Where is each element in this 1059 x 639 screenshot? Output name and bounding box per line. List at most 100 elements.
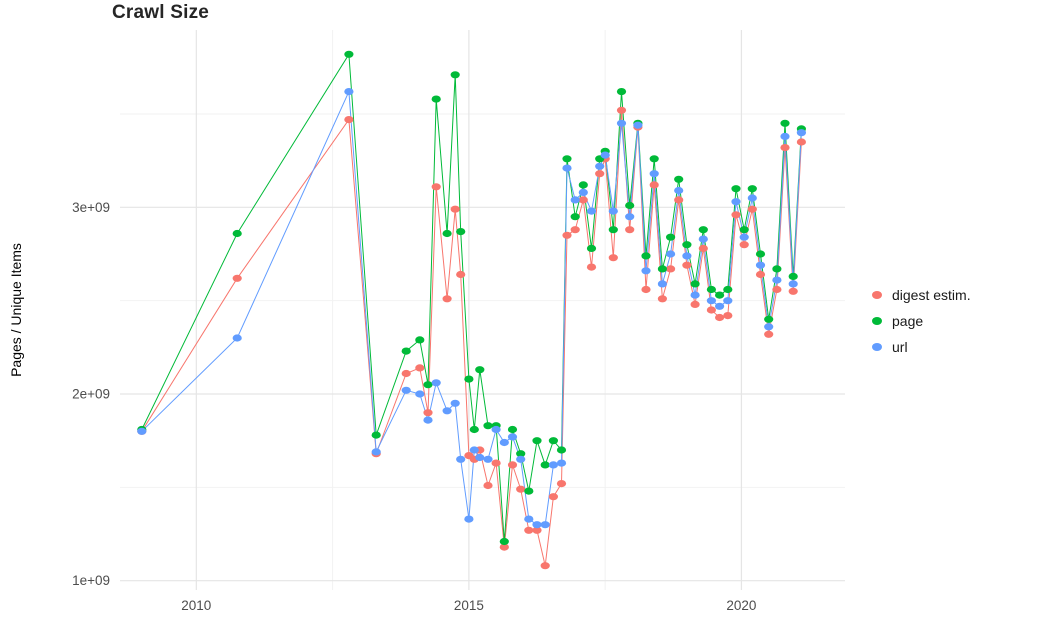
data-point xyxy=(747,205,757,213)
data-point xyxy=(371,448,381,456)
data-point xyxy=(796,138,807,146)
data-point xyxy=(649,170,659,178)
data-point xyxy=(690,280,700,288)
data-point xyxy=(698,226,708,234)
data-point xyxy=(442,229,452,238)
data-point xyxy=(401,369,411,378)
data-point xyxy=(540,562,550,570)
legend-dot-page-icon xyxy=(872,317,882,325)
data-point xyxy=(423,416,433,424)
data-point xyxy=(755,270,766,279)
data-point xyxy=(556,459,567,467)
data-point xyxy=(666,233,676,241)
data-point xyxy=(232,334,242,342)
data-point xyxy=(475,453,485,462)
data-point xyxy=(516,455,526,463)
legend-dot-digest-icon xyxy=(872,291,882,299)
data-point xyxy=(499,543,509,551)
data-point xyxy=(616,119,627,127)
data-point xyxy=(649,155,659,163)
legend-item-url: url xyxy=(872,337,971,357)
data-point xyxy=(731,211,741,219)
data-point xyxy=(788,272,798,280)
data-point xyxy=(450,71,460,79)
data-point xyxy=(491,459,501,467)
data-point xyxy=(578,188,588,196)
data-point xyxy=(764,330,774,338)
data-point xyxy=(772,265,782,273)
data-point xyxy=(450,399,460,407)
data-point xyxy=(674,196,684,204)
data-point xyxy=(483,455,493,463)
data-point xyxy=(739,226,749,234)
data-point xyxy=(548,493,559,501)
data-point xyxy=(641,285,651,294)
data-point xyxy=(608,254,618,262)
y-tick-label: 2e+09 xyxy=(72,387,110,402)
data-point xyxy=(540,521,550,529)
data-point xyxy=(666,265,676,273)
data-point xyxy=(507,425,518,434)
data-point xyxy=(491,425,501,434)
data-point xyxy=(657,295,668,303)
data-point xyxy=(524,487,534,495)
data-point xyxy=(755,261,766,269)
data-point xyxy=(772,276,782,284)
data-point xyxy=(657,280,668,288)
legend-label-url: url xyxy=(892,339,908,355)
data-point xyxy=(562,155,572,163)
data-point xyxy=(595,162,605,170)
legend: digest estim. page url xyxy=(872,285,971,357)
data-point xyxy=(698,244,708,252)
data-point xyxy=(423,381,433,389)
data-point xyxy=(570,196,580,204)
data-point xyxy=(556,446,567,454)
legend-dot-url-icon xyxy=(872,343,882,351)
data-point xyxy=(232,229,242,238)
data-point xyxy=(423,409,433,417)
data-point xyxy=(586,263,597,271)
data-point xyxy=(608,226,618,234)
data-point xyxy=(562,231,572,239)
data-point xyxy=(706,306,717,314)
data-point xyxy=(739,241,749,249)
data-point xyxy=(608,207,618,215)
data-point xyxy=(788,287,798,295)
data-point xyxy=(723,312,733,320)
data-point xyxy=(641,252,651,260)
data-point xyxy=(431,95,441,103)
data-point xyxy=(344,88,354,96)
data-point xyxy=(450,205,460,213)
x-tick-label: 2010 xyxy=(181,598,211,613)
data-point xyxy=(483,481,493,490)
data-point xyxy=(682,252,692,260)
data-point xyxy=(532,526,542,534)
data-point xyxy=(595,170,605,178)
data-point xyxy=(739,233,749,241)
data-point xyxy=(616,88,627,96)
data-point xyxy=(674,186,684,195)
data-point xyxy=(600,151,610,159)
data-point xyxy=(633,121,643,129)
data-point xyxy=(764,315,774,323)
legend-label-digest: digest estim. xyxy=(892,287,971,303)
data-point xyxy=(499,438,509,447)
data-point xyxy=(232,274,242,282)
data-point xyxy=(780,144,790,152)
data-point xyxy=(625,213,635,221)
data-point xyxy=(723,297,733,305)
data-point xyxy=(456,228,466,236)
data-point xyxy=(780,119,790,127)
data-point xyxy=(415,390,425,398)
data-point xyxy=(475,366,485,374)
data-point xyxy=(690,291,700,299)
y-tick-label: 1e+09 xyxy=(72,573,110,588)
data-point xyxy=(690,300,700,308)
data-point xyxy=(532,521,542,529)
data-point xyxy=(532,437,542,445)
data-point xyxy=(344,50,354,58)
data-point xyxy=(401,386,411,394)
data-point xyxy=(431,379,441,387)
